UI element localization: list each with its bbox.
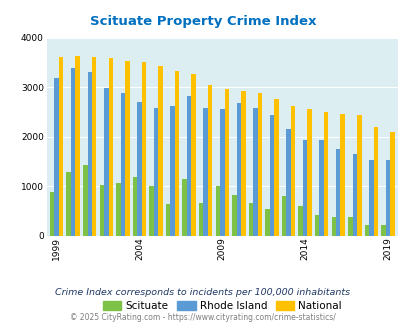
Bar: [215, 186, 220, 236]
Bar: [137, 102, 141, 236]
Bar: [335, 149, 340, 236]
Bar: [71, 68, 75, 236]
Bar: [108, 58, 113, 236]
Bar: [59, 57, 63, 236]
Bar: [331, 217, 335, 236]
Bar: [241, 91, 245, 236]
Bar: [323, 112, 328, 236]
Bar: [99, 185, 104, 236]
Bar: [319, 140, 323, 236]
Bar: [182, 179, 186, 236]
Bar: [347, 217, 352, 236]
Bar: [75, 56, 80, 236]
Bar: [380, 224, 385, 236]
Bar: [186, 96, 191, 236]
Bar: [290, 106, 294, 236]
Bar: [253, 108, 257, 236]
Bar: [191, 74, 195, 236]
Bar: [373, 127, 377, 236]
Bar: [340, 114, 344, 236]
Bar: [149, 186, 153, 236]
Bar: [66, 172, 71, 236]
Bar: [389, 132, 394, 236]
Bar: [120, 93, 125, 236]
Bar: [207, 85, 212, 236]
Bar: [170, 106, 175, 236]
Legend: Scituate, Rhode Island, National: Scituate, Rhode Island, National: [102, 301, 341, 311]
Text: © 2025 CityRating.com - https://www.cityrating.com/crime-statistics/: © 2025 CityRating.com - https://www.city…: [70, 313, 335, 322]
Text: Scituate Property Crime Index: Scituate Property Crime Index: [90, 15, 315, 28]
Bar: [356, 115, 360, 236]
Bar: [104, 88, 108, 236]
Bar: [132, 177, 137, 236]
Bar: [125, 61, 129, 236]
Bar: [248, 203, 253, 236]
Bar: [264, 209, 269, 236]
Bar: [281, 196, 286, 236]
Bar: [92, 57, 96, 236]
Bar: [314, 215, 319, 236]
Bar: [166, 204, 170, 236]
Bar: [116, 183, 120, 236]
Bar: [153, 108, 158, 236]
Bar: [220, 109, 224, 236]
Bar: [198, 203, 203, 236]
Bar: [385, 160, 389, 236]
Bar: [54, 78, 59, 236]
Bar: [224, 89, 228, 236]
Bar: [298, 206, 302, 236]
Bar: [257, 93, 262, 236]
Bar: [236, 103, 241, 236]
Bar: [141, 62, 146, 236]
Bar: [232, 195, 236, 236]
Bar: [273, 99, 278, 236]
Bar: [203, 108, 207, 236]
Bar: [269, 115, 273, 236]
Bar: [307, 109, 311, 236]
Bar: [286, 129, 290, 236]
Bar: [158, 66, 162, 236]
Bar: [368, 160, 373, 236]
Bar: [302, 140, 307, 236]
Text: Crime Index corresponds to incidents per 100,000 inhabitants: Crime Index corresponds to incidents per…: [55, 287, 350, 297]
Bar: [83, 165, 87, 236]
Bar: [352, 154, 356, 236]
Bar: [50, 192, 54, 236]
Bar: [175, 71, 179, 236]
Bar: [87, 72, 92, 236]
Bar: [364, 225, 368, 236]
